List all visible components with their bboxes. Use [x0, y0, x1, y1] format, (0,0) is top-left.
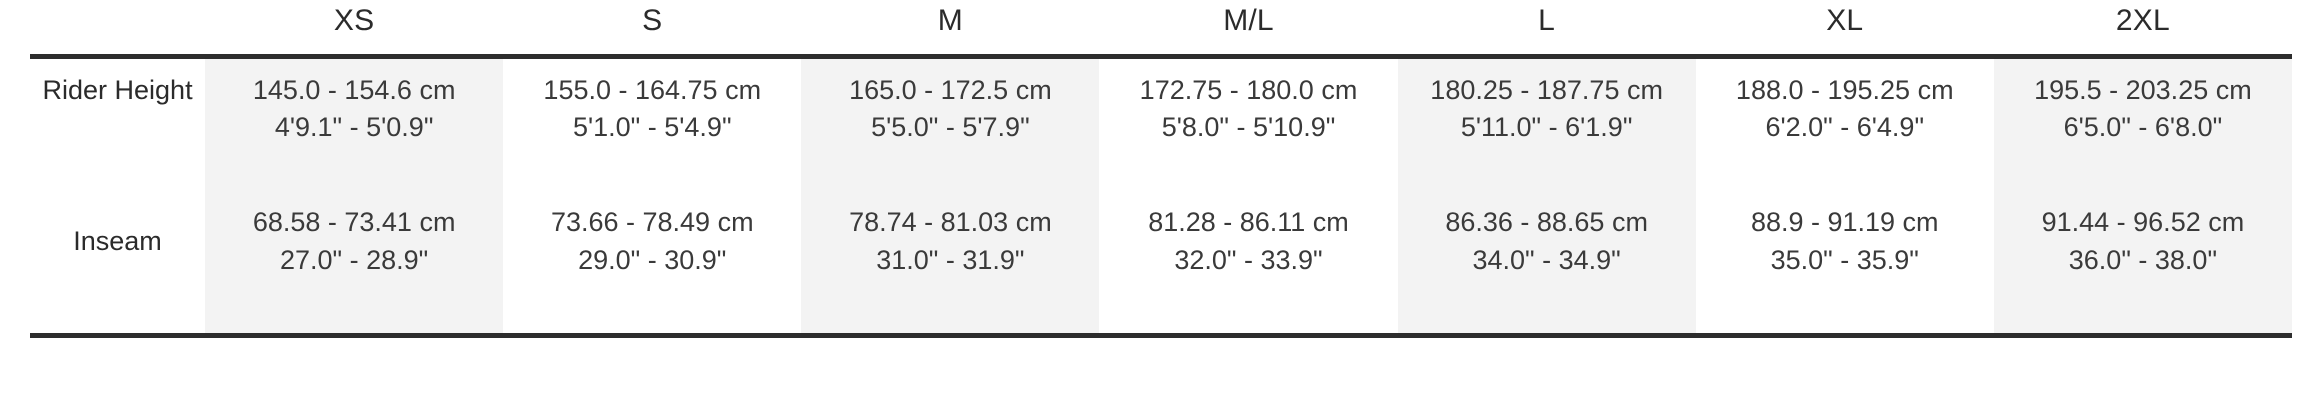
rule-segment: [205, 53, 504, 61]
row-spacer: [30, 151, 2292, 186]
size-chart-table: XS S M M/L L XL 2XL: [30, 0, 2292, 340]
table-row-inseam: Inseam 68.58 - 73.41 cm 27.0" - 28.9" 73…: [30, 185, 2292, 298]
rule-segment: [1993, 333, 2292, 340]
rule-segment: [30, 333, 206, 340]
header-size-xs: XS: [333, 3, 375, 37]
rule-segment: [1397, 53, 1696, 61]
value-imperial: 31.0" - 31.9": [876, 244, 1025, 275]
cell-rider-height-ml: 172.75 - 180.0 cm 5'8.0" - 5'10.9": [1099, 58, 1398, 152]
value-imperial: 5'1.0" - 5'4.9": [572, 112, 732, 143]
value-metric: 73.66 - 78.49 cm: [550, 207, 754, 238]
header-size-xl: XL: [1826, 3, 1864, 37]
value-imperial: 6'2.0" - 6'4.9": [1765, 112, 1925, 143]
rule-segment: [1695, 333, 1994, 340]
footer-divider-rule: [30, 333, 2292, 340]
spacer-cell: [205, 297, 504, 336]
value-metric: 81.28 - 86.11 cm: [1148, 207, 1349, 238]
value-imperial: 35.0" - 35.9": [1770, 244, 1919, 275]
value-metric: 145.0 - 154.6 cm: [252, 74, 456, 105]
cell-inseam-xl: 88.9 - 91.19 cm 35.0" - 35.9": [1695, 185, 1994, 298]
value-metric: 86.36 - 88.65 cm: [1445, 207, 1648, 238]
rule-segment: [503, 53, 802, 61]
rule-segment: [1099, 53, 1398, 61]
row-label-line-1: Inseam: [73, 225, 162, 256]
rule-segment: [503, 333, 802, 340]
spacer-cell: [503, 151, 802, 186]
value-imperial: 5'8.0" - 5'10.9": [1161, 112, 1336, 143]
cell-rider-height-xs: 145.0 - 154.6 cm 4'9.1" - 5'0.9": [205, 58, 504, 152]
value-metric: 180.25 - 187.75 cm: [1430, 74, 1663, 105]
value-imperial: 34.0" - 34.9": [1472, 244, 1621, 275]
cell-rider-height-2xl: 195.5 - 203.25 cm 6'5.0" - 6'8.0": [1993, 58, 2292, 152]
header-size-s: S: [642, 3, 663, 37]
rule-segment: [205, 333, 504, 340]
value-imperial: 4'9.1" - 5'0.9": [274, 112, 434, 143]
cell-rider-height-s: 155.0 - 164.75 cm 5'1.0" - 5'4.9": [503, 58, 802, 152]
value-metric: 195.5 - 203.25 cm: [2034, 74, 2252, 105]
table-header: XS S M M/L L XL 2XL: [30, 0, 2292, 56]
row-label-rider-height: Rider Height: [30, 58, 206, 152]
value-metric: 188.0 - 195.25 cm: [1735, 74, 1954, 105]
rule-segment: [1993, 53, 2292, 61]
rule-segment: [801, 333, 1100, 340]
cell-inseam-ml: 81.28 - 86.11 cm 32.0" - 33.9": [1099, 185, 1398, 298]
value-imperial: 27.0" - 28.9": [279, 244, 429, 275]
cell-rider-height-xl: 188.0 - 195.25 cm 6'2.0" - 6'4.9": [1695, 58, 1994, 152]
header-size-2xl: 2XL: [2115, 3, 2170, 37]
header-label-cell: [30, 0, 205, 56]
spacer-cell: [1993, 297, 2292, 336]
value-imperial: 5'11.0" - 6'1.9": [1460, 112, 1633, 143]
row-label-line-2: Height: [114, 74, 193, 105]
rule-segment: [1695, 53, 1994, 61]
spacer-cell: [1397, 297, 1696, 336]
value-metric: 68.58 - 73.41 cm: [252, 207, 456, 238]
header-size-ml: M/L: [1223, 3, 1274, 37]
cell-inseam-l: 86.36 - 88.65 cm 34.0" - 34.9": [1397, 185, 1696, 298]
spacer-cell: [801, 297, 1100, 336]
spacer-cell: [205, 151, 504, 186]
rule-segment: [801, 53, 1100, 61]
header-row: XS S M M/L L XL 2XL: [30, 0, 2292, 56]
cell-rider-height-l: 180.25 - 187.75 cm 5'11.0" - 6'1.9": [1397, 58, 1696, 152]
spacer-cell: [30, 152, 205, 186]
header-divider-rule: [30, 53, 2292, 61]
spacer-cell: [1993, 151, 2292, 186]
value-metric: 91.44 - 96.52 cm: [2041, 207, 2245, 238]
value-imperial: 6'5.0" - 6'8.0": [2063, 112, 2223, 143]
spacer-cell: [503, 297, 802, 336]
spacer-cell: [1099, 297, 1398, 336]
rule-segment: [30, 53, 206, 61]
cell-inseam-s: 73.66 - 78.49 cm 29.0" - 30.9": [503, 185, 802, 298]
row-spacer-bottom: [30, 297, 2292, 336]
spacer-cell: [1695, 151, 1994, 186]
rule-segment: [1397, 333, 1696, 340]
row-label-line-1: Rider: [42, 74, 108, 105]
spacer-cell: [30, 298, 205, 336]
cell-inseam-m: 78.74 - 81.03 cm 31.0" - 31.9": [801, 185, 1100, 298]
table-body: Rider Height 145.0 - 154.6 cm 4'9.1" - 5…: [30, 53, 2292, 340]
header-size-l: L: [1538, 3, 1556, 37]
value-metric: 165.0 - 172.5 cm: [849, 74, 1052, 105]
table-row-rider-height: Rider Height 145.0 - 154.6 cm 4'9.1" - 5…: [30, 58, 2292, 152]
spacer-cell: [1099, 151, 1398, 186]
spacer-cell: [801, 151, 1100, 186]
value-imperial: 5'5.0" - 5'7.9": [871, 112, 1030, 143]
rule-segment: [1099, 333, 1398, 340]
value-metric: 155.0 - 164.75 cm: [543, 74, 762, 105]
value-imperial: 32.0" - 33.9": [1174, 244, 1323, 275]
value-metric: 172.75 - 180.0 cm: [1139, 74, 1358, 105]
value-imperial: 29.0" - 30.9": [578, 244, 727, 275]
value-metric: 78.74 - 81.03 cm: [849, 207, 1052, 238]
cell-rider-height-m: 165.0 - 172.5 cm 5'5.0" - 5'7.9": [801, 58, 1100, 152]
spacer-cell: [1397, 151, 1696, 186]
spacer-cell: [1695, 297, 1994, 336]
value-imperial: 36.0" - 38.0": [2068, 244, 2218, 275]
cell-inseam-xs: 68.58 - 73.41 cm 27.0" - 28.9": [205, 185, 504, 298]
cell-inseam-2xl: 91.44 - 96.52 cm 36.0" - 38.0": [1993, 185, 2292, 298]
value-metric: 88.9 - 91.19 cm: [1750, 207, 1939, 238]
header-size-m: M: [937, 3, 963, 37]
row-label-inseam: Inseam: [30, 185, 206, 298]
